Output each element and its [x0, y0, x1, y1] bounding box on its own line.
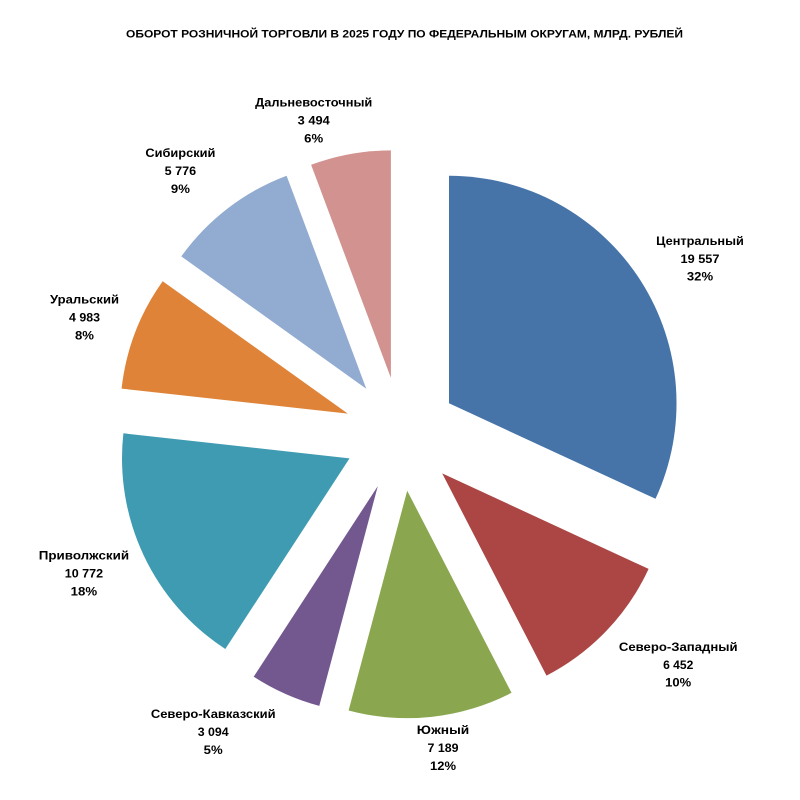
svg-text:12%: 12% [430, 759, 456, 773]
svg-text:7 189: 7 189 [428, 741, 459, 755]
svg-text:32%: 32% [687, 270, 713, 284]
svg-text:10%: 10% [665, 676, 691, 690]
svg-text:Центральный: Центральный [656, 234, 744, 248]
svg-text:9%: 9% [171, 182, 190, 196]
svg-text:Северо-Западный: Северо-Западный [619, 640, 738, 654]
svg-text:Южный: Южный [417, 723, 470, 737]
svg-text:10 772: 10 772 [65, 567, 103, 581]
svg-text:Сибирский: Сибирский [145, 146, 215, 160]
svg-text:5 776: 5 776 [165, 164, 197, 178]
svg-text:Приволжский: Приволжский [39, 549, 129, 563]
svg-text:Уральский: Уральский [50, 293, 119, 307]
svg-text:ОБОРОТ РОЗНИЧНОЙ ТОРГОВЛИ В 20: ОБОРОТ РОЗНИЧНОЙ ТОРГОВЛИ В 2025 ГОДУ ПО… [126, 28, 683, 41]
svg-text:5%: 5% [204, 743, 223, 757]
svg-text:6%: 6% [304, 132, 323, 146]
svg-text:Северо-Кавказский: Северо-Кавказский [151, 707, 276, 721]
svg-text:6 452: 6 452 [663, 658, 693, 672]
svg-text:8%: 8% [75, 328, 94, 342]
svg-text:18%: 18% [71, 585, 98, 599]
svg-text:Дальневосточный: Дальневосточный [255, 96, 372, 110]
svg-text:4 983: 4 983 [69, 310, 100, 324]
svg-text:19 557: 19 557 [681, 252, 720, 266]
svg-text:3 494: 3 494 [298, 114, 330, 128]
svg-text:3 094: 3 094 [198, 725, 229, 739]
